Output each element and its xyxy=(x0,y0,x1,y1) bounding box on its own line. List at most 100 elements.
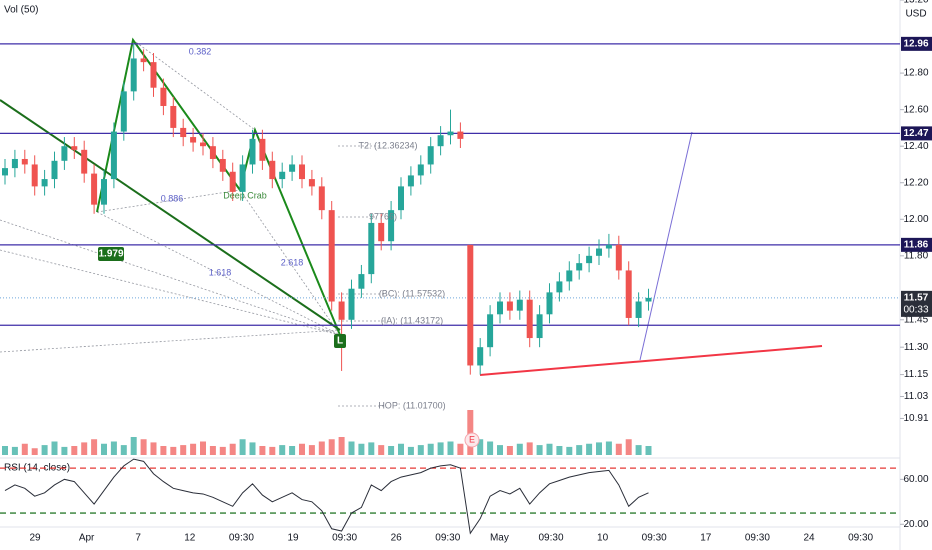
volume-bar xyxy=(239,439,246,455)
candle-body xyxy=(516,299,523,311)
x-tick-label: 09:30 xyxy=(435,533,460,544)
candle-body xyxy=(625,270,632,318)
x-tick-label: 10 xyxy=(597,533,609,544)
volume-bar xyxy=(526,442,533,455)
volume-bar xyxy=(635,445,642,455)
candle-body xyxy=(2,168,8,176)
last-price-label: 11.57 xyxy=(904,292,929,303)
y-tick-label: 12.20 xyxy=(903,177,928,188)
annotation: 97766) xyxy=(369,211,397,221)
candle-body xyxy=(605,244,612,249)
candle-body xyxy=(497,301,503,315)
volume-bar xyxy=(487,441,494,455)
level-label: 11.86 xyxy=(904,240,929,251)
volume-bar xyxy=(81,442,88,455)
candle-body xyxy=(229,171,236,192)
event-marker xyxy=(464,432,480,448)
annotation: (BC): (11.57532) xyxy=(379,288,445,298)
volume-bar xyxy=(21,443,28,455)
volume-bar xyxy=(417,445,424,455)
candle-body xyxy=(120,91,127,132)
y-tick-label: 12.40 xyxy=(903,141,928,152)
candle-body xyxy=(506,301,513,311)
volume-bar xyxy=(229,443,236,455)
annotation: (IA): (11.43172) xyxy=(381,315,443,325)
candle-body xyxy=(61,146,68,161)
candle-body xyxy=(388,210,395,242)
x-tick-label: 24 xyxy=(803,533,815,544)
volume-bar xyxy=(427,443,434,455)
level-label-box xyxy=(901,237,932,252)
volume-bar xyxy=(596,442,602,455)
y-tick-label: 12.60 xyxy=(903,104,928,115)
candle-body xyxy=(417,164,424,176)
candle-body xyxy=(170,105,177,128)
rsi-label: RSI (14, close) xyxy=(4,463,70,474)
volume-bar xyxy=(358,443,365,455)
candle-body xyxy=(21,158,28,165)
y-tick-label: 11.45 xyxy=(904,314,929,325)
volume-bar xyxy=(200,441,206,455)
indicator-label: Vol (50) xyxy=(4,5,38,16)
candle-body xyxy=(279,171,286,180)
candle-body xyxy=(130,58,137,92)
x-tick-label: 26 xyxy=(391,533,403,544)
level-label: 12.47 xyxy=(903,128,928,139)
volume-bar xyxy=(120,445,127,455)
rsi-line xyxy=(4,458,649,535)
volume-bar xyxy=(308,445,315,455)
annotation: HOP: (11.01700) xyxy=(378,400,445,410)
volume-bar xyxy=(279,445,286,455)
candle-body xyxy=(259,138,266,161)
y-tick-label: 13.20 xyxy=(903,0,928,6)
annotation: Deep Crab xyxy=(223,190,267,200)
volume-bar xyxy=(368,442,375,455)
candle-body xyxy=(487,314,494,348)
x-tick-label: 09:30 xyxy=(745,533,770,544)
candle-body xyxy=(447,131,454,136)
volume-bar xyxy=(31,448,38,455)
countdown-label: 00:33 xyxy=(903,304,928,315)
volume-bar xyxy=(318,441,325,455)
last-price-box xyxy=(901,290,932,317)
x-tick-label: 09:30 xyxy=(229,533,254,544)
volume-bar xyxy=(546,443,553,455)
candle-body xyxy=(71,146,78,150)
candle-body xyxy=(239,164,246,192)
candle-body xyxy=(477,347,484,366)
volume-bar xyxy=(110,441,117,455)
x-tick-label: 12 xyxy=(184,533,196,544)
annotation: 1.979 xyxy=(98,249,123,260)
volume-bar xyxy=(101,443,107,455)
level-label-box xyxy=(901,126,932,141)
volume-bar xyxy=(348,441,355,455)
candle-body xyxy=(368,222,375,275)
level-label-box xyxy=(901,36,932,51)
volume-bar xyxy=(209,446,216,455)
candle-body xyxy=(200,142,206,147)
volume-bar xyxy=(219,446,226,455)
candle-body xyxy=(249,138,256,165)
volume-bar xyxy=(289,446,296,455)
x-tick-label: 09:30 xyxy=(642,533,667,544)
candle-body xyxy=(338,301,345,320)
candle-body xyxy=(635,301,642,318)
candle-body xyxy=(407,175,414,187)
candle-body xyxy=(190,137,197,143)
volume-bar xyxy=(249,442,256,455)
candle-body xyxy=(150,62,157,88)
candle-body xyxy=(576,263,583,271)
candle-body xyxy=(457,131,464,139)
annotation: L xyxy=(337,336,343,347)
level-label: 12.96 xyxy=(903,38,928,49)
volume-bar xyxy=(11,446,18,455)
volume-bar xyxy=(586,443,593,455)
volume-bar xyxy=(71,446,78,455)
volume-bar xyxy=(61,446,68,455)
volume-bar xyxy=(615,443,622,455)
volume-bar xyxy=(170,446,177,455)
volume-bar xyxy=(398,443,404,455)
y-tick-label: 11.15 xyxy=(904,369,929,380)
y-tick-label: 12.80 xyxy=(903,68,928,79)
